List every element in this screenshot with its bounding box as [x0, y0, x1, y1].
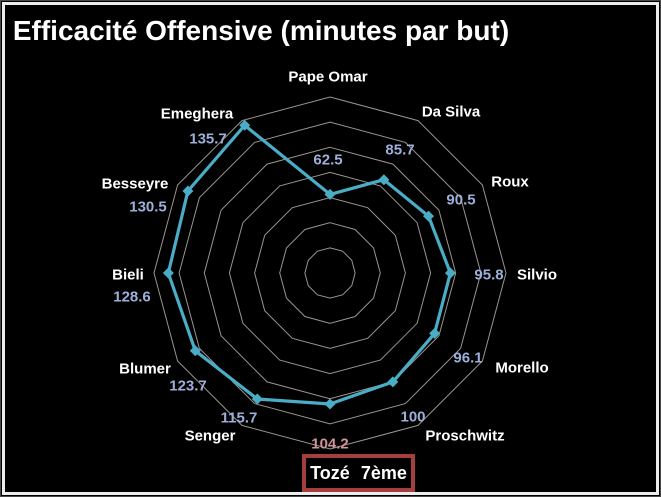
category-label-besseyre: Besseyre	[101, 175, 169, 193]
value-label-morello: 96.1	[453, 349, 483, 367]
radar-data-marker	[182, 185, 194, 197]
radar-data-marker	[324, 398, 336, 410]
radar-grid-ring	[203, 146, 457, 400]
chart-title: Efficacité Offensive (minutes par but)	[12, 15, 510, 46]
category-label-senger: Senger	[184, 427, 236, 445]
radar-data-marker	[162, 267, 174, 279]
radar-data-marker	[423, 210, 435, 222]
radar-data-marker	[378, 174, 390, 186]
value-label-silvio: 95.8	[474, 266, 504, 284]
category-label-roux: Roux	[491, 173, 529, 191]
radar-data-marker	[324, 188, 336, 200]
radar-grid-ring	[178, 121, 482, 425]
radar-data-marker	[429, 327, 441, 339]
highlight-box: Tozé 7ème	[302, 454, 415, 492]
category-label-silvio: Silvio	[516, 266, 558, 284]
highlight-player-rank: 7ème	[360, 462, 407, 483]
radar-grid-ring	[153, 96, 507, 450]
radar-grid-ring	[304, 247, 356, 299]
highlight-player-name: Tozé	[310, 462, 350, 483]
value-label-proschwitz: 100	[400, 408, 426, 426]
category-label-pape-omar: Pape Omar	[288, 68, 368, 86]
category-label-da-silva: Da Silva	[421, 103, 481, 121]
value-label-blumer: 123.7	[169, 377, 207, 395]
category-label-blumer: Blumer	[119, 360, 171, 378]
category-label-bieli: Bieli	[112, 266, 144, 284]
value-label-emeghera: 135.7	[189, 130, 227, 148]
value-label-pape-omar: 62.5	[313, 151, 343, 169]
value-label-senger: 115.7	[220, 409, 258, 427]
radar-grid-ring	[254, 197, 406, 349]
value-label-bieli: 128.6	[113, 288, 151, 306]
radar-data-marker	[189, 345, 201, 357]
category-label-morello: Morello	[495, 359, 549, 377]
category-label-emeghera: Emeghera	[160, 105, 234, 123]
value-label-toze: 104.2	[311, 435, 349, 453]
radar-grid-ring	[228, 171, 432, 375]
radar-grid-ring	[279, 222, 381, 324]
radar-data-marker	[239, 119, 251, 131]
value-label-besseyre: 130.5	[129, 198, 167, 216]
radar-series-polygon	[166, 123, 452, 406]
value-label-roux: 90.5	[446, 191, 476, 209]
radar-data-marker	[444, 267, 456, 279]
category-label-proschwitz: Proschwitz	[425, 427, 505, 445]
radar-data-marker	[251, 393, 263, 405]
radar-data-marker	[387, 376, 399, 388]
value-label-da-silva: 85.7	[385, 141, 415, 159]
